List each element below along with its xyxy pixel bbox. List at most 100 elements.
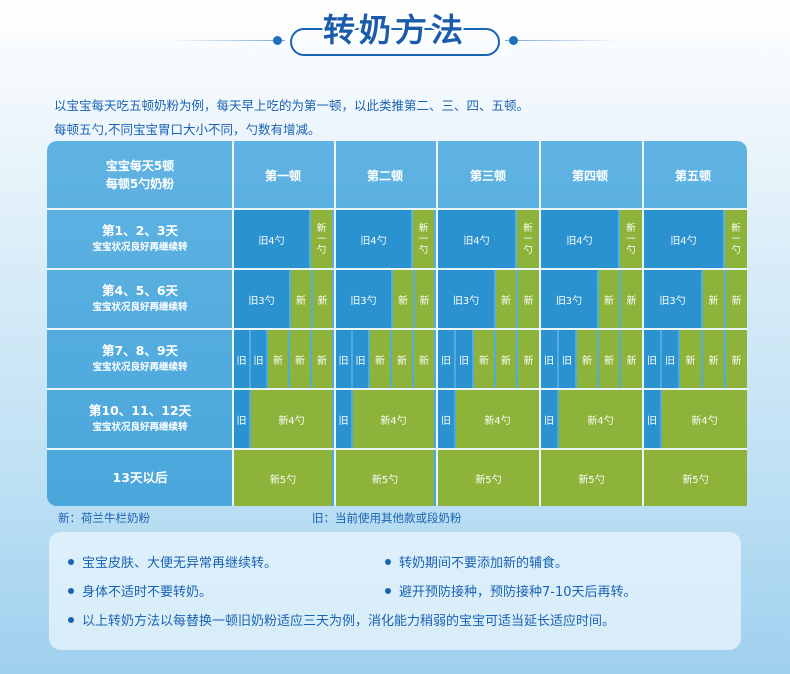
intro-line-1: 以宝宝每天吃五顿奶粉为例，每天早上吃的为第一顿，以此类推第二、三、四、五顿。: [54, 98, 530, 113]
column-header-meal-2: 第二顿: [366, 168, 403, 183]
new-formula-block: 新5勺: [234, 450, 332, 506]
column-header-meal-3: 第三顿: [469, 168, 506, 183]
old-formula-block: 旧: [644, 390, 660, 448]
new-formula-block: 新: [680, 330, 701, 388]
new-formula-block: 新4勺: [251, 390, 332, 448]
new-formula-block: 新5勺: [541, 450, 642, 506]
new-formula-block: 新: [268, 330, 288, 388]
new-formula-block: 新: [392, 330, 412, 388]
table-divider-v: [334, 141, 336, 506]
new-formula-block: 新: [726, 330, 747, 388]
new-formula-block: 新: [599, 270, 619, 328]
column-header-meal-5: 第五顿: [674, 168, 711, 183]
corner-line-2: 每顿5勺奶粉: [105, 177, 175, 191]
table-divider-v: [436, 141, 438, 506]
note-item: 宝宝皮肤、大便无异常再继续转。: [68, 552, 277, 571]
new-formula-block: 新: [703, 270, 724, 328]
new-formula-block: 新一勺: [620, 210, 642, 268]
new-formula-block: 新: [291, 270, 311, 328]
column-header-meal-1: 第一顿: [264, 168, 301, 183]
bullet-icon: [385, 587, 391, 594]
new-formula-block: 新: [414, 330, 434, 388]
legend-old: 旧：当前使用其他款或段奶粉: [312, 511, 462, 525]
old-formula-block: 旧4勺: [644, 210, 723, 268]
new-formula-block: 新: [599, 330, 619, 388]
old-formula-block: 旧4勺: [438, 210, 515, 268]
note-item: 转奶期间不要添加新的辅食。: [385, 552, 568, 571]
old-formula-block: 旧3勺: [336, 270, 391, 328]
table-divider-v: [232, 141, 234, 506]
corner-line-1: 宝宝每天5顿: [105, 159, 175, 173]
page-title: 转奶方法: [322, 11, 467, 49]
new-formula-block: 新: [393, 270, 413, 328]
table-divider-h: [47, 328, 747, 330]
old-formula-block: 旧: [336, 330, 351, 388]
row-label-days-4-6: 第4、5、6天 宝宝状况良好再继续转: [92, 283, 188, 313]
note-item: 以上转奶方法以每替换一顿旧奶粉适应三天为例，消化能力稍弱的宝宝可适当延长适应时间…: [68, 610, 615, 629]
old-formula-block: 旧3勺: [234, 270, 289, 328]
new-formula-block: 新: [474, 330, 494, 388]
title-decor-line-left: [170, 40, 285, 41]
column-header-meal-4: 第四顿: [571, 168, 608, 183]
new-formula-block: 新4勺: [353, 390, 434, 448]
table-divider-h: [47, 388, 747, 390]
new-formula-block: 新5勺: [438, 450, 539, 506]
old-formula-block: 旧: [353, 330, 368, 388]
new-formula-block: 新5勺: [644, 450, 747, 506]
new-formula-block: 新4勺: [559, 390, 642, 448]
title-decor-line-right: [505, 40, 620, 41]
old-formula-block: 旧3勺: [644, 270, 701, 328]
old-formula-block: 旧4勺: [234, 210, 309, 268]
notes-panel: [49, 532, 741, 650]
new-formula-block: 新一勺: [311, 210, 332, 268]
new-formula-block: 新: [370, 330, 390, 388]
bullet-icon: [68, 616, 74, 623]
table-divider-h: [47, 448, 747, 450]
new-formula-block: 新: [518, 330, 539, 388]
new-formula-block: 新一勺: [517, 210, 539, 268]
row-label-day-13-plus: 13天以后: [112, 470, 168, 485]
new-formula-block: 新一勺: [413, 210, 434, 268]
old-formula-block: 旧: [438, 330, 454, 388]
old-formula-block: 旧3勺: [438, 270, 494, 328]
new-formula-block: 新: [703, 330, 724, 388]
bullet-icon: [68, 587, 74, 594]
table-divider-h: [47, 208, 747, 210]
old-formula-block: 旧4勺: [336, 210, 411, 268]
new-formula-block: 新4勺: [662, 390, 747, 448]
old-formula-block: 旧: [234, 330, 249, 388]
new-formula-block: 新一勺: [725, 210, 747, 268]
old-formula-block: 旧4勺: [541, 210, 618, 268]
old-formula-block: 旧: [251, 330, 266, 388]
title-pill-frame: [290, 28, 500, 56]
old-formula-block: 旧3勺: [541, 270, 597, 328]
row-label-days-1-3: 第1、2、3天 宝宝状况良好再继续转: [92, 223, 188, 253]
old-formula-block: 旧: [336, 390, 351, 448]
new-formula-block: 新: [290, 330, 310, 388]
old-formula-block: 旧: [438, 390, 454, 448]
new-formula-block: 新: [621, 330, 642, 388]
bullet-icon: [385, 558, 391, 565]
note-item: 避开预防接种，预防接种7-10天后再转。: [385, 581, 637, 600]
old-formula-block: 旧: [234, 390, 249, 448]
new-formula-block: 新: [312, 330, 332, 388]
table-divider-v: [539, 141, 541, 506]
new-formula-block: 新: [496, 330, 516, 388]
new-formula-block: 新: [726, 270, 747, 328]
new-formula-block: 新: [621, 270, 642, 328]
new-formula-block: 新: [313, 270, 332, 328]
table-divider-h: [47, 268, 747, 270]
row-label-days-7-9: 第7、8、9天 宝宝状况良好再继续转: [92, 343, 188, 373]
table-divider-v: [642, 141, 644, 506]
old-formula-block: 旧: [456, 330, 472, 388]
new-formula-block: 新: [496, 270, 516, 328]
row-label-days-10-12: 第10、11、12天 宝宝状况良好再继续转: [88, 403, 192, 433]
intro-line-2: 每顿五勺,不同宝宝胃口大小不同，勺数有增减。: [54, 122, 321, 137]
title-decor-dot-right: [509, 36, 518, 45]
old-formula-block: 旧: [541, 390, 557, 448]
bullet-icon: [68, 558, 74, 565]
new-formula-block: 新: [415, 270, 434, 328]
note-item: 身体不适时不要转奶。: [68, 581, 212, 600]
old-formula-block: 旧: [559, 330, 575, 388]
new-formula-block: 新: [577, 330, 597, 388]
